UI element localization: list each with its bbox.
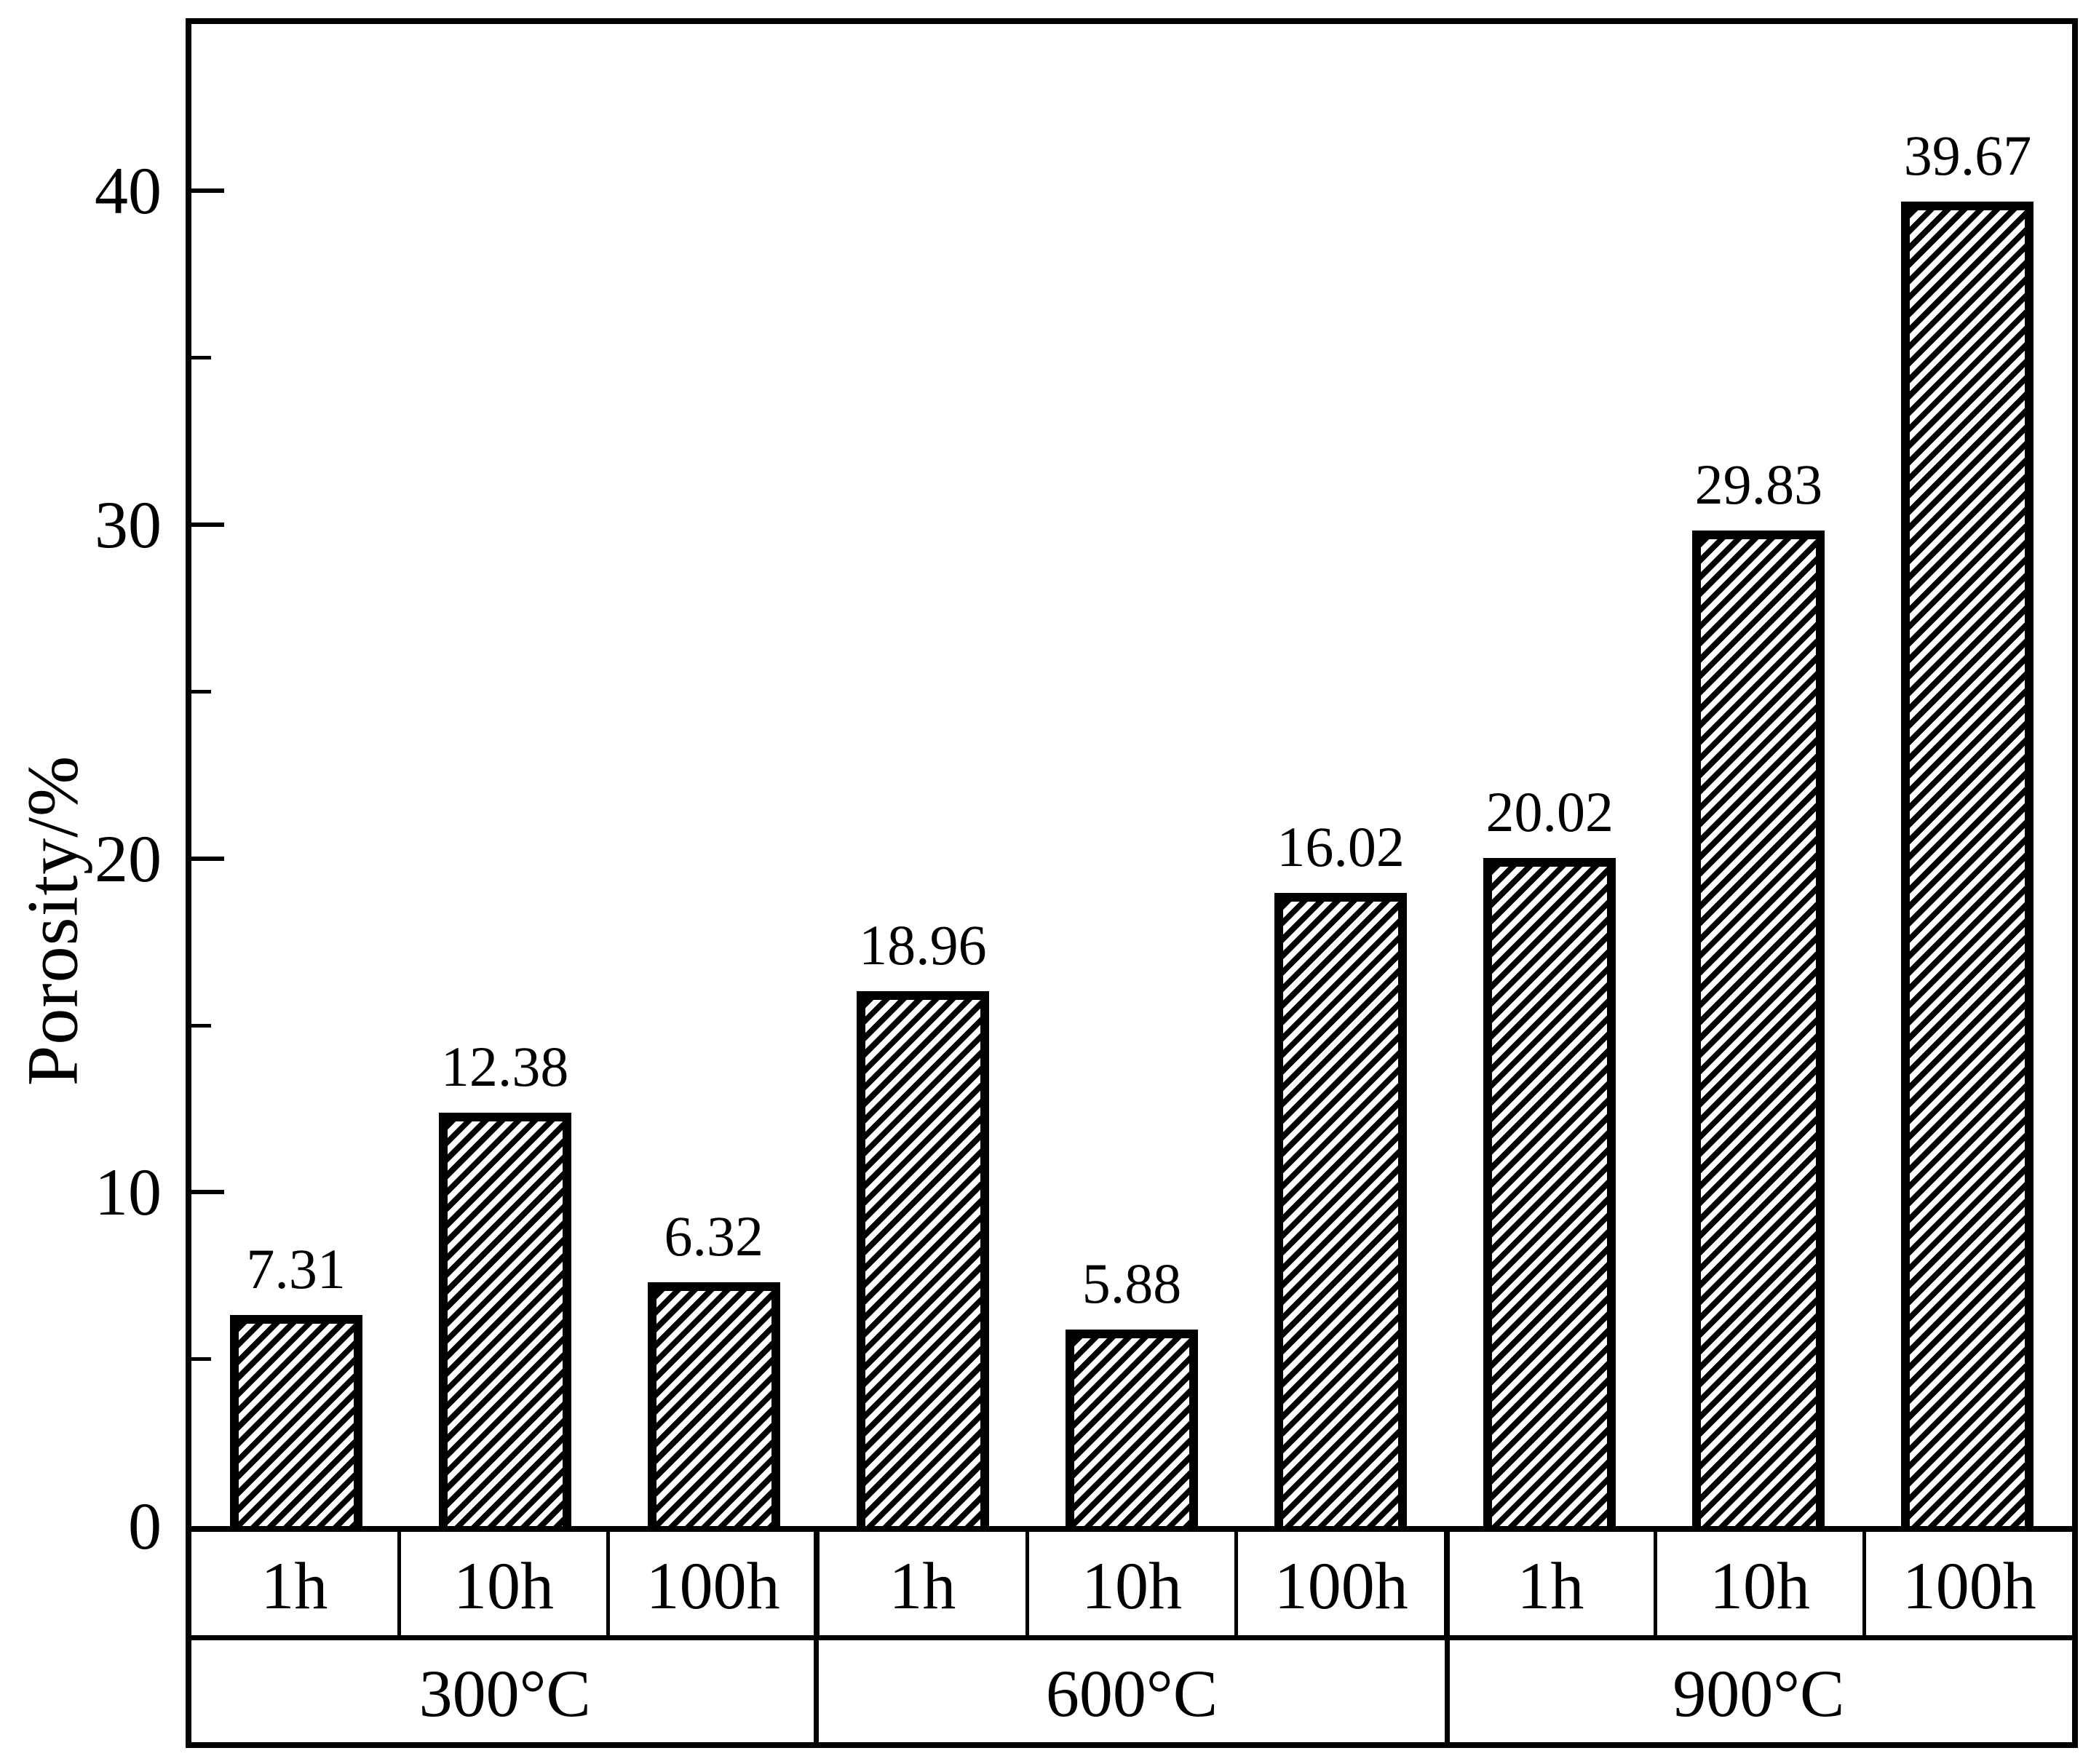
y-axis-tick-label: 10 [95,1155,162,1230]
time-cell: 100h [1238,1532,1448,1635]
bar-value-label: 5.88 [1082,1252,1182,1316]
bar [647,1282,780,1526]
time-cell: 1h [820,1532,1029,1635]
y-axis-major-tick [191,188,224,194]
y-axis-title: Porosity/% [12,755,93,1086]
time-label-row: 1h 10h 100h 1h 10h 100h 1h 10h 100h [191,1532,2072,1640]
temperature-group-separator [1444,1532,1450,1743]
bar [1901,202,2034,1526]
bar [229,1315,362,1526]
y-axis-minor-tick [191,689,211,694]
bar [438,1113,571,1526]
time-cell: 1h [191,1532,401,1635]
y-axis-minor-tick [191,356,211,360]
time-cell: 1h [1448,1532,1657,1635]
bar-value-label: 39.67 [1903,124,2032,188]
y-axis-tick-label: 40 [95,154,162,229]
temp-cell: 600°C [1045,1656,1218,1731]
bar [1692,531,1825,1526]
plot-area: 7.31 12.38 6.32 18.96 5.88 16.02 20.02 29.83 39.… [186,18,2078,1532]
time-cell: 10h [1029,1532,1239,1635]
bar-value-label: 6.32 [664,1204,764,1268]
bar-value-label: 20.02 [1485,779,1614,843]
y-axis-major-tick [191,523,224,527]
y-axis-major-tick [191,856,224,861]
y-axis-major-tick [191,1190,224,1195]
bar-value-label: 29.83 [1694,452,1823,516]
temp-cell: 300°C [418,1656,591,1731]
bar [1483,858,1616,1526]
y-axis-tick-label: 0 [128,1489,162,1563]
y-axis-minor-tick [191,1023,211,1028]
time-cell: 10h [401,1532,611,1635]
temperature-group-separator [814,1532,820,1743]
bar-value-label: 7.31 [246,1237,346,1301]
bar [1066,1330,1198,1526]
x-axis-table: 1h 10h 100h 1h 10h 100h 1h 10h 100h 300°C 600°C 90… [186,1532,2078,1748]
bar [1274,893,1408,1526]
temp-cell: 900°C [1673,1656,1845,1731]
y-axis-tick-label: 20 [95,821,162,896]
bar-value-label: 12.38 [440,1035,569,1099]
time-cell: 10h [1657,1532,1867,1635]
time-cell: 100h [1902,1549,2036,1623]
bar [856,991,989,1526]
temperature-label-row: 300°C 600°C 900°C [191,1640,2072,1742]
y-axis-minor-tick [191,1357,211,1362]
bar-value-label: 18.96 [859,913,987,977]
time-cell: 100h [610,1532,820,1635]
y-axis-tick-label: 30 [95,488,162,562]
bar-value-label: 16.02 [1277,815,1405,879]
